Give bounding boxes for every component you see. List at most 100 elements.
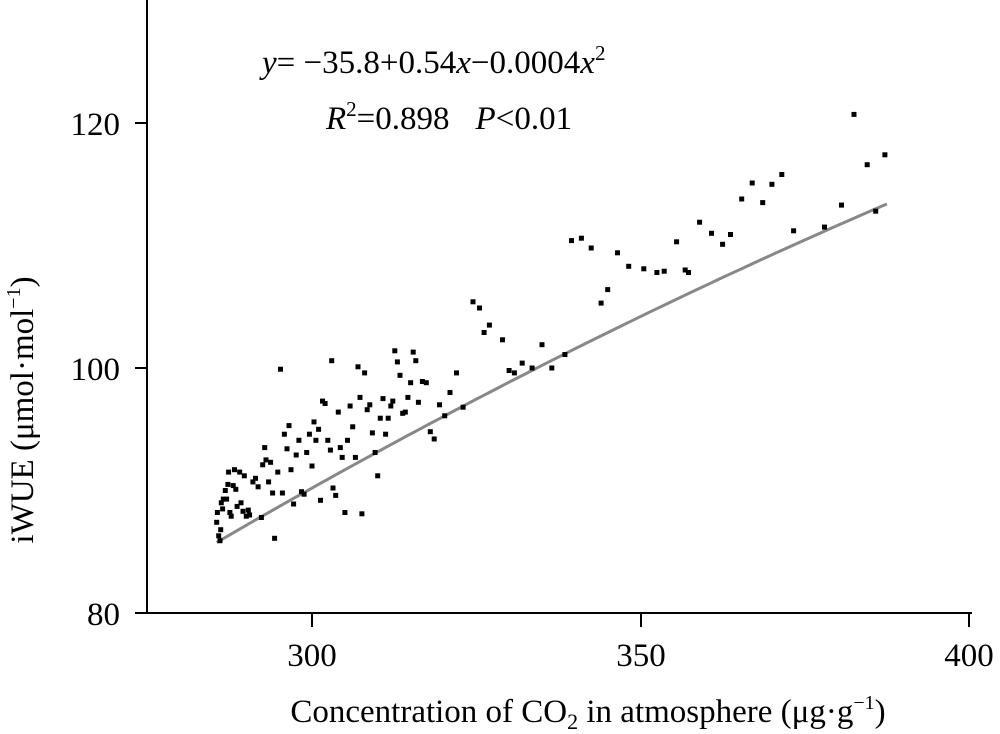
data-point	[682, 267, 688, 273]
data-point	[749, 180, 755, 186]
data-point	[388, 403, 394, 409]
data-point	[217, 538, 223, 544]
data-point	[605, 287, 611, 293]
data-point	[394, 359, 400, 365]
data-point	[882, 152, 888, 158]
data-point	[654, 270, 660, 275]
data-point	[227, 510, 233, 515]
data-point	[218, 500, 224, 506]
data-point	[362, 370, 368, 376]
data-point	[397, 372, 403, 378]
data-point	[309, 463, 315, 469]
data-point	[447, 390, 453, 395]
data-point	[330, 485, 336, 491]
eq-x2: x	[579, 45, 595, 81]
data-point	[720, 241, 726, 247]
data-point	[225, 481, 231, 487]
data-point	[641, 266, 647, 272]
data-point	[728, 232, 733, 237]
data-point	[301, 491, 307, 497]
data-point	[296, 437, 302, 443]
data-point	[402, 409, 408, 415]
data-point	[506, 368, 512, 373]
data-point	[709, 230, 714, 236]
data-point	[578, 235, 584, 241]
data-point	[275, 469, 281, 475]
data-point	[779, 172, 785, 177]
data-point	[266, 479, 272, 485]
data-point	[291, 501, 297, 507]
data-point	[333, 492, 339, 498]
data-point	[318, 497, 323, 503]
data-point	[238, 500, 244, 506]
data-point	[299, 489, 304, 495]
data-point	[661, 268, 667, 274]
data-point	[220, 506, 226, 512]
y-axis-title: iWUE (μmol·mol−1)	[3, 276, 41, 543]
data-point	[377, 415, 383, 421]
data-point	[529, 365, 535, 371]
data-point	[268, 459, 274, 465]
data-point	[500, 337, 505, 343]
data-point	[372, 450, 378, 455]
y-axis-title-close: )	[5, 276, 41, 287]
data-point	[311, 419, 317, 425]
data-point	[220, 496, 226, 502]
data-point	[385, 415, 391, 421]
data-point	[228, 513, 234, 519]
data-point	[306, 431, 312, 437]
data-point	[405, 394, 411, 400]
data-point	[769, 181, 775, 187]
data-point	[255, 484, 261, 490]
data-point	[247, 512, 253, 518]
data-point	[325, 437, 331, 443]
data-point	[481, 330, 487, 335]
data-point	[539, 342, 545, 348]
data-point	[214, 519, 220, 525]
data-point	[431, 436, 437, 442]
data-point	[263, 457, 269, 463]
data-point	[486, 322, 492, 328]
y-tick-label-100: 100	[71, 352, 121, 388]
data-point	[337, 445, 343, 451]
data-point	[304, 450, 310, 455]
data-point	[258, 515, 264, 520]
data-point	[511, 370, 517, 376]
y-tick-label-120: 120	[71, 107, 121, 143]
eq-x1: x	[455, 45, 471, 81]
data-point	[237, 469, 243, 475]
data-point	[347, 403, 353, 409]
data-point	[460, 404, 466, 410]
data-point	[216, 533, 222, 539]
data-point	[288, 467, 294, 473]
data-point	[380, 396, 386, 402]
r2-exp: 2	[346, 97, 357, 121]
data-point	[232, 467, 237, 473]
data-point	[588, 245, 594, 251]
trendline-layer	[215, 202, 888, 544]
data-point	[415, 399, 421, 405]
data-point	[626, 263, 632, 269]
r2-value: =0.898	[357, 101, 450, 137]
data-point	[226, 469, 232, 475]
data-point	[320, 398, 325, 404]
data-point	[345, 437, 350, 443]
data-point	[686, 270, 691, 275]
data-point	[413, 358, 419, 364]
data-point	[419, 379, 425, 384]
eq-y: y	[259, 45, 277, 81]
data-point	[260, 462, 266, 468]
data-point	[408, 380, 414, 386]
eq-part2: −0.0004	[471, 45, 580, 81]
p-value: <0.01	[496, 101, 572, 137]
equation-annotation: y= −35.8+0.54x−0.0004x2	[259, 41, 605, 81]
data-point	[822, 224, 827, 230]
data-point	[234, 503, 240, 509]
y-tick-label-80: 80	[87, 597, 120, 633]
x-axis-title-sub: 2	[567, 709, 578, 734]
data-point	[222, 488, 228, 493]
data-point	[350, 424, 356, 430]
data-point	[697, 219, 703, 225]
data-point	[364, 407, 370, 413]
